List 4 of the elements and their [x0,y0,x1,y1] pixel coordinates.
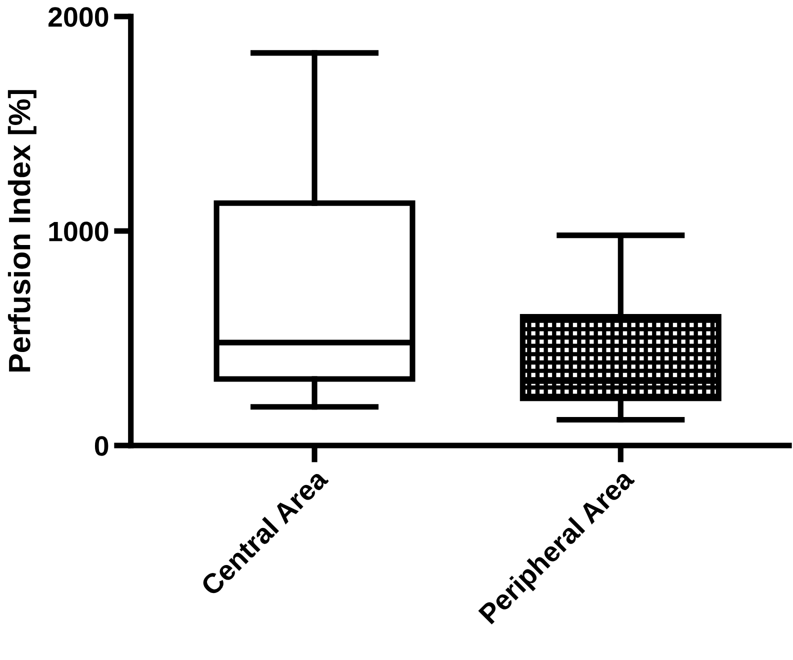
y-tick-label: 2000 [48,7,108,27]
y-tick-label: 0 [94,436,108,456]
y-axis-title: Perfusion Index [%] [8,90,36,372]
y-tick-label: 1000 [49,222,108,242]
